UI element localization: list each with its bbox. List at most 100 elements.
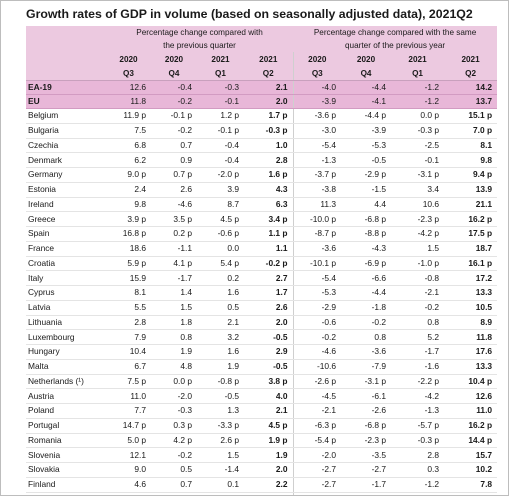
- value-cell: 8.1: [444, 138, 498, 154]
- value-cell: -3.5: [341, 447, 392, 463]
- value-cell: 4.8: [151, 359, 197, 375]
- value-cell: 18.7: [444, 241, 498, 257]
- value-cell: 1.9 p: [244, 433, 294, 449]
- value-cell: 1.5: [197, 447, 244, 463]
- country-row: France 18.6 -1.1 0.0 1.1 -3.6 -4.3 1.5 18.7: [26, 241, 498, 257]
- value-cell: -10.1 p: [292, 256, 342, 272]
- value-cell: -2.6: [341, 403, 392, 419]
- value-cell: -0.2: [391, 300, 445, 316]
- value-cell: -0.6: [292, 315, 342, 331]
- value-cell: 17.6: [444, 344, 498, 360]
- value-cell: -0.4: [197, 152, 244, 168]
- country-name: Malta: [26, 359, 106, 375]
- country-row: Greece 3.9 p 3.5 p 4.5 p 3.4 p -10.0 p -6.8 p-…: [26, 211, 498, 227]
- country-row: Ireland 9.8 -4.6 8.7 6.3 11.3 4.4 10.6 21.1: [26, 197, 498, 213]
- value-cell: -8.7 p: [292, 226, 342, 242]
- value-cell: 14.2: [444, 80, 498, 95]
- value-cell: -3.1 p: [391, 167, 445, 183]
- country-row: Netherlands (¹) 7.5 p 0.0 p -0.8 p 3.8 p -2.6…: [26, 374, 498, 390]
- value-cell: -6.9 p: [341, 256, 392, 272]
- value-cell: 1.4: [151, 285, 197, 301]
- value-cell: 11.0: [106, 388, 151, 404]
- value-cell: 2.6: [244, 300, 294, 316]
- value-cell: 1.9: [244, 447, 294, 463]
- value-cell: 10.2: [444, 462, 498, 478]
- value-cell: -10.0 p: [292, 211, 342, 227]
- country-row: Romania 5.0 p 4.2 p 2.6 p 1.9 p -5.4 p -2.3 p-…: [26, 433, 498, 449]
- country-row: Sweden7.50.20.80.9-1.9-1.8-0.29.5: [26, 492, 498, 495]
- value-cell: -4.0: [292, 80, 342, 95]
- country-name: Cyprus: [26, 285, 106, 301]
- value-cell: 3.9 p: [106, 211, 151, 227]
- value-cell: -0.8 p: [197, 374, 244, 390]
- country-name: Hungary: [26, 344, 106, 360]
- value-cell: -1.8: [341, 492, 392, 495]
- value-cell: -5.4 p: [292, 433, 342, 449]
- value-cell: 17.5 p: [444, 226, 498, 242]
- value-cell: 1.1 p: [244, 226, 294, 242]
- header-quarter-cell: Q4: [151, 66, 197, 81]
- header-quarter-cell: Q1: [197, 66, 244, 81]
- value-cell: 9.8: [106, 197, 151, 213]
- value-cell: 0.1: [197, 477, 244, 493]
- value-cell: 5.2: [391, 329, 445, 345]
- value-cell: -0.3 p: [391, 123, 445, 139]
- value-cell: 2.1: [244, 403, 294, 419]
- value-cell: 15.9: [106, 270, 151, 286]
- value-cell: 0.7: [151, 138, 197, 154]
- value-cell: 1.3: [197, 403, 244, 419]
- value-cell: -0.1 p: [197, 123, 244, 139]
- value-cell: 9.0 p: [106, 167, 151, 183]
- value-cell: 1.5: [391, 241, 445, 257]
- country-name: EU: [26, 94, 106, 109]
- value-cell: -1.1: [151, 241, 197, 257]
- value-cell: -2.0 p: [197, 167, 244, 183]
- value-cell: -2.1: [391, 285, 445, 301]
- value-cell: -0.5: [244, 329, 294, 345]
- value-cell: 13.9: [444, 182, 498, 198]
- value-cell: 9.5: [444, 492, 498, 495]
- value-cell: 12.1: [106, 447, 151, 463]
- value-cell: -10.6: [292, 359, 342, 375]
- value-cell: 6.8: [106, 138, 151, 154]
- country-row: Italy 15.9 -1.7 0.2 2.7 -5.4 -6.6 -0.8 17.2: [26, 270, 498, 286]
- value-cell: 0.0: [197, 241, 244, 257]
- value-cell: -2.9 p: [341, 167, 392, 183]
- value-cell: -0.5: [197, 388, 244, 404]
- value-cell: 4.3: [244, 182, 294, 198]
- value-cell: 2.7: [244, 270, 294, 286]
- value-cell: -0.8: [391, 270, 445, 286]
- value-cell: 4.1 p: [151, 256, 197, 272]
- value-cell: -2.7: [292, 477, 342, 493]
- country-row: Estonia 2.4 2.6 3.9 4.3 -3.8 -1.5 3.4 13.9: [26, 182, 498, 198]
- value-cell: -5.3: [341, 138, 392, 154]
- value-cell: -1.6: [391, 359, 445, 375]
- value-cell: -2.6 p: [292, 374, 342, 390]
- value-cell: -1.7: [151, 270, 197, 286]
- value-cell: -3.9: [341, 123, 392, 139]
- country-row: Bulgaria 7.5 -0.2 -0.1 p -0.3 p -3.0 -3.9 -0.3 …: [26, 123, 498, 139]
- value-cell: 2.6 p: [197, 433, 244, 449]
- value-cell: 8.9: [444, 315, 498, 331]
- value-cell: 2.1: [244, 80, 294, 95]
- country-name: Denmark: [26, 152, 106, 168]
- value-cell: 12.6: [106, 80, 151, 95]
- value-cell: -0.4: [197, 138, 244, 154]
- value-cell: 0.2 p: [151, 226, 197, 242]
- value-cell: 17.2: [444, 270, 498, 286]
- header-year-cell: 2021: [259, 54, 278, 64]
- value-cell: 7.8: [444, 477, 498, 493]
- value-cell: -0.1: [391, 152, 445, 168]
- value-cell: -0.6 p: [197, 226, 244, 242]
- value-cell: -3.1 p: [341, 374, 392, 390]
- value-cell: -1.5: [341, 182, 392, 198]
- value-cell: 2.8: [391, 447, 445, 463]
- value-cell: 9.0: [106, 462, 151, 478]
- header-quarter-row: Q3 Q4 Q1 Q2 Q3 Q4 Q1 Q2: [26, 66, 498, 81]
- value-cell: 2.8: [106, 315, 151, 331]
- value-cell: -3.6: [292, 241, 342, 257]
- value-cell: 6.3: [244, 197, 294, 213]
- value-cell: 4.4: [341, 197, 392, 213]
- value-cell: -2.7: [292, 462, 342, 478]
